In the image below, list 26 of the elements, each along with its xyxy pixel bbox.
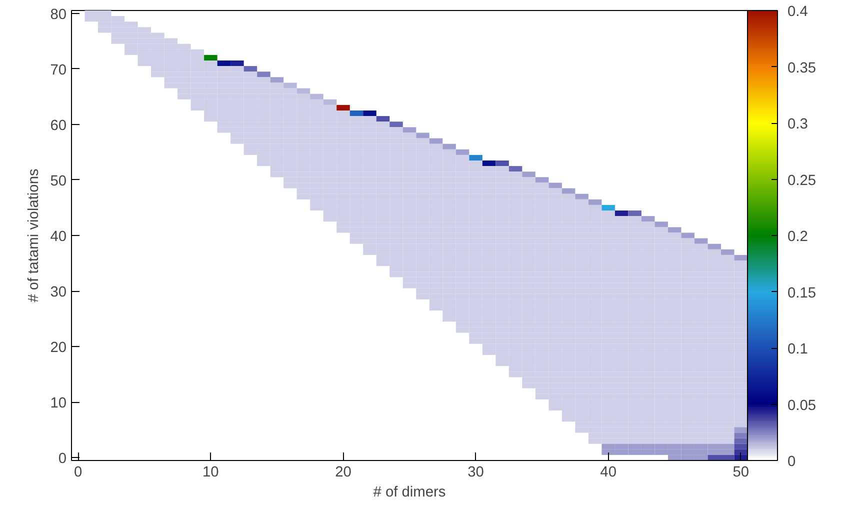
- y-tick-label: 50: [50, 173, 67, 190]
- color-bar-label: 0.2: [788, 229, 808, 245]
- y-axis-title: # of tatami violations: [26, 168, 42, 302]
- color-bar-label: 0.4: [788, 4, 808, 20]
- x-axis-title: # of dimers: [373, 484, 446, 500]
- x-tick-label: 0: [74, 464, 82, 480]
- y-tick-label: 80: [50, 6, 67, 23]
- x-tick-label: 30: [468, 464, 484, 480]
- y-tick-label: 20: [50, 340, 67, 356]
- y-tick-label: 40: [50, 229, 67, 245]
- y-tick-label: 60: [50, 118, 67, 134]
- color-bar-label: 0.3: [788, 116, 808, 132]
- y-tick-label: 70: [50, 62, 67, 78]
- x-tick-label: 50: [732, 464, 750, 480]
- x-tick-label: 40: [600, 464, 616, 480]
- y-tick-label: 10: [50, 396, 67, 412]
- y-tick-label: 0: [58, 451, 67, 468]
- color-bar-label: 0.35: [788, 60, 816, 76]
- color-bar-label: 0.25: [788, 172, 816, 189]
- x-tick-label: 20: [335, 464, 352, 480]
- color-bar-label: 0.15: [788, 285, 816, 302]
- x-tick-label: 10: [202, 464, 219, 480]
- y-tick-label: 30: [50, 284, 67, 301]
- color-bar-label: 0.05: [788, 398, 816, 414]
- color-bar-label: 0.1: [788, 342, 808, 358]
- color-bar-label: 0: [788, 454, 796, 470]
